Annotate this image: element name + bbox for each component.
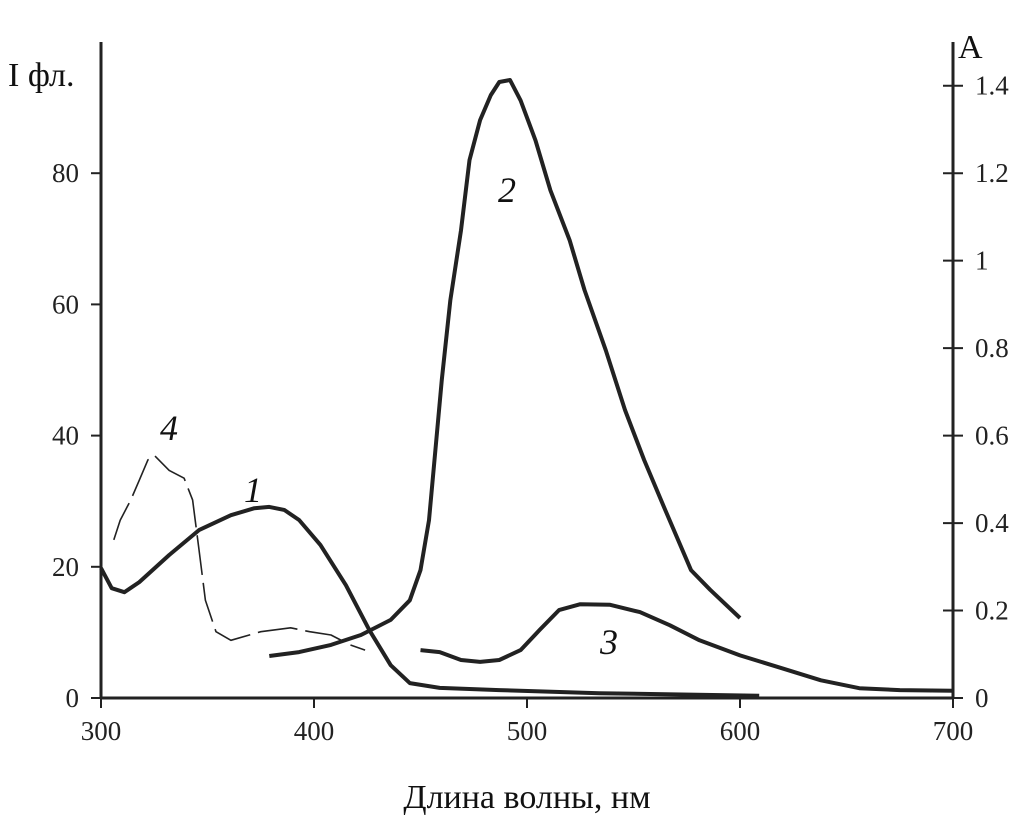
series-line-3 bbox=[420, 602, 954, 693]
x-tick-label: 400 bbox=[294, 716, 335, 746]
series-line-1 bbox=[99, 504, 760, 698]
y-left-tick-label: 80 bbox=[52, 158, 79, 188]
y-left-tick-label: 40 bbox=[52, 421, 79, 451]
x-tick-label: 700 bbox=[933, 716, 974, 746]
curve-label-4: 4 bbox=[160, 408, 178, 448]
y-right-tick-label: 0.4 bbox=[975, 508, 1009, 538]
x-axis-label: Длина волны, нм bbox=[403, 779, 650, 816]
x-tick-label: 300 bbox=[81, 716, 122, 746]
x-tick-label: 500 bbox=[507, 716, 548, 746]
y-left-tick-label: 20 bbox=[52, 552, 79, 582]
series-line-4 bbox=[113, 454, 366, 651]
axes: 300 400 500 600 70002040608000.20.40.60.811.… bbox=[52, 42, 1009, 746]
x-tick-label: 600 bbox=[720, 716, 761, 746]
curve-label-3: 3 bbox=[599, 622, 618, 662]
y-axis-left-label: I фл. bbox=[8, 57, 74, 94]
curve-label-2: 2 bbox=[498, 170, 516, 210]
y-right-tick-label: 0 bbox=[975, 683, 989, 713]
curve-label-1: 1 bbox=[244, 470, 262, 510]
y-left-tick-label: 0 bbox=[66, 683, 80, 713]
y-right-tick-label: 0.6 bbox=[975, 421, 1009, 451]
series-group bbox=[99, 78, 954, 698]
y-right-tick-label: 0.2 bbox=[975, 596, 1009, 626]
y-right-tick-label: 1.2 bbox=[975, 158, 1009, 188]
y-right-tick-label: 1 bbox=[975, 246, 989, 276]
y-right-tick-label: 1.4 bbox=[975, 71, 1009, 101]
y-left-tick-label: 60 bbox=[52, 289, 79, 319]
y-axis-right-label: A bbox=[958, 29, 983, 66]
series-line-2 bbox=[269, 78, 742, 658]
y-right-tick-label: 0.8 bbox=[975, 333, 1009, 363]
